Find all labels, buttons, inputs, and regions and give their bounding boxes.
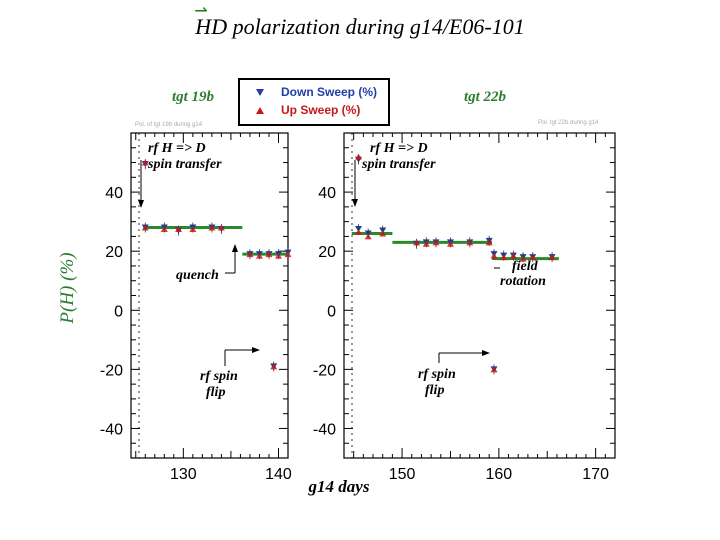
up-sweep-point <box>355 228 363 235</box>
annotation-field-rotation: field rotation <box>494 259 546 289</box>
y-tick-label: -40 <box>100 421 123 438</box>
x-tick-label: 140 <box>265 466 292 483</box>
up-sweep-point <box>500 254 508 261</box>
title-prefix: H <box>195 14 212 39</box>
up-sweep-point <box>175 226 183 233</box>
arrowhead-icon <box>138 200 144 208</box>
x-tick-label: 170 <box>582 466 609 483</box>
legend-down-marker-icon <box>256 89 264 96</box>
up-sweep-point <box>364 233 372 240</box>
annotation-rf-flip-22b-line1: rf spin <box>418 367 456 382</box>
arrowhead-icon <box>252 347 260 353</box>
x-tick-label: 130 <box>170 466 197 483</box>
up-sweep-point <box>141 224 149 231</box>
y-tick-label: -20 <box>313 362 336 379</box>
annotation-rf-flip-22b: rf spin flip <box>418 350 490 398</box>
up-sweep-point <box>490 366 498 373</box>
annotation-field-rotation-line1: field <box>512 259 539 274</box>
legend-box <box>238 78 390 126</box>
panel-title-tgt-22b: tgt 22b <box>464 89 507 105</box>
vector-arrow-icon: ⇀ <box>194 3 208 20</box>
arrowhead-icon <box>482 350 490 356</box>
up-sweep-point <box>217 224 225 231</box>
annotation-spin-transfer-22b-line2: spin transfer <box>361 157 436 172</box>
up-sweep-point <box>432 239 440 246</box>
up-sweep-point <box>509 252 517 259</box>
panel-frame-22b <box>343 132 616 459</box>
up-sweep-point <box>519 255 527 262</box>
y-axis-label: P(H) (%) <box>57 252 78 324</box>
y-tick-label: 20 <box>318 244 336 261</box>
up-sweep-point <box>274 252 282 259</box>
x-tick-label: 150 <box>389 466 416 483</box>
annotation-spin-transfer-19b: rf H => D spin transfer <box>138 141 222 208</box>
slide-title: ⇀ HD polarization during g14/E06-101 <box>0 3 720 40</box>
up-sweep-point <box>379 230 387 237</box>
annotation-quench: quench <box>176 244 238 283</box>
annotation-rf-flip-19b-line1: rf spin <box>200 369 238 384</box>
title-rest: D polarization during g14/E06-101 <box>211 14 525 39</box>
up-sweep-point <box>355 153 363 160</box>
y-tick-label: 20 <box>105 244 123 261</box>
annotation-rf-flip-19b: rf spin flip <box>200 347 260 400</box>
panel-title-tgt-19b: tgt 19b <box>172 89 215 105</box>
y-tick-label: 0 <box>114 303 123 320</box>
up-sweep-point <box>485 239 493 246</box>
arrowhead-icon <box>232 244 238 252</box>
annotation-spin-transfer-19b-line1: rf H => D <box>148 141 206 156</box>
legend-up-label: Up Sweep (%) <box>281 103 360 117</box>
annotation-rf-flip-22b-line2: flip <box>425 383 444 398</box>
panel-19b-marks: 40 20 0 -20 -40 130 140 <box>100 132 292 483</box>
arrowhead-icon <box>352 199 358 207</box>
panel-small-label-22b: Pol. tgt 22b during g14 <box>538 120 599 126</box>
up-sweep-point <box>413 239 421 246</box>
up-sweep-point <box>189 226 197 233</box>
y-tick-label: 40 <box>318 185 336 202</box>
y-tick-label: -40 <box>313 421 336 438</box>
up-sweep-point <box>141 159 149 166</box>
up-sweep-point <box>208 224 216 231</box>
legend: Down Sweep (%) Up Sweep (%) <box>238 78 390 126</box>
panel-frame-19b <box>130 132 289 459</box>
x-tick-label: 160 <box>486 466 513 483</box>
up-sweep-point <box>490 252 498 259</box>
up-sweep-point <box>446 240 454 247</box>
annotation-field-rotation-line2: rotation <box>500 274 546 289</box>
annotation-quench-text: quench <box>176 268 219 283</box>
legend-up-marker-icon <box>256 107 264 114</box>
annotation-spin-transfer-22b: rf H => D spin transfer <box>352 141 436 207</box>
annotation-spin-transfer-22b-line1: rf H => D <box>370 141 428 156</box>
up-sweep-point <box>548 254 556 261</box>
y-tick-label: -20 <box>100 362 123 379</box>
y-tick-label: 40 <box>105 185 123 202</box>
up-sweep-point <box>160 226 168 233</box>
panel-22b-marks: 40 20 0 -20 -40 150 160 170 <box>313 132 616 483</box>
annotation-rf-flip-19b-line2: flip <box>206 385 225 400</box>
up-sweep-point <box>246 251 254 258</box>
up-sweep-point <box>529 254 537 261</box>
up-sweep-point <box>265 251 273 258</box>
panel-small-label-19b: Pol. of tgt 19b during g14 <box>135 122 203 128</box>
h-with-arrow: ⇀ H <box>194 3 212 40</box>
up-sweep-point <box>422 240 430 247</box>
up-sweep-point <box>466 239 474 246</box>
up-sweep-point <box>255 252 263 259</box>
legend-down-label: Down Sweep (%) <box>281 85 377 99</box>
up-sweep-point <box>270 363 278 370</box>
up-sweep-point <box>284 251 292 258</box>
annotation-spin-transfer-19b-line2: spin transfer <box>147 157 222 172</box>
x-axis-label: g14 days <box>308 477 370 496</box>
y-tick-label: 0 <box>327 303 336 320</box>
